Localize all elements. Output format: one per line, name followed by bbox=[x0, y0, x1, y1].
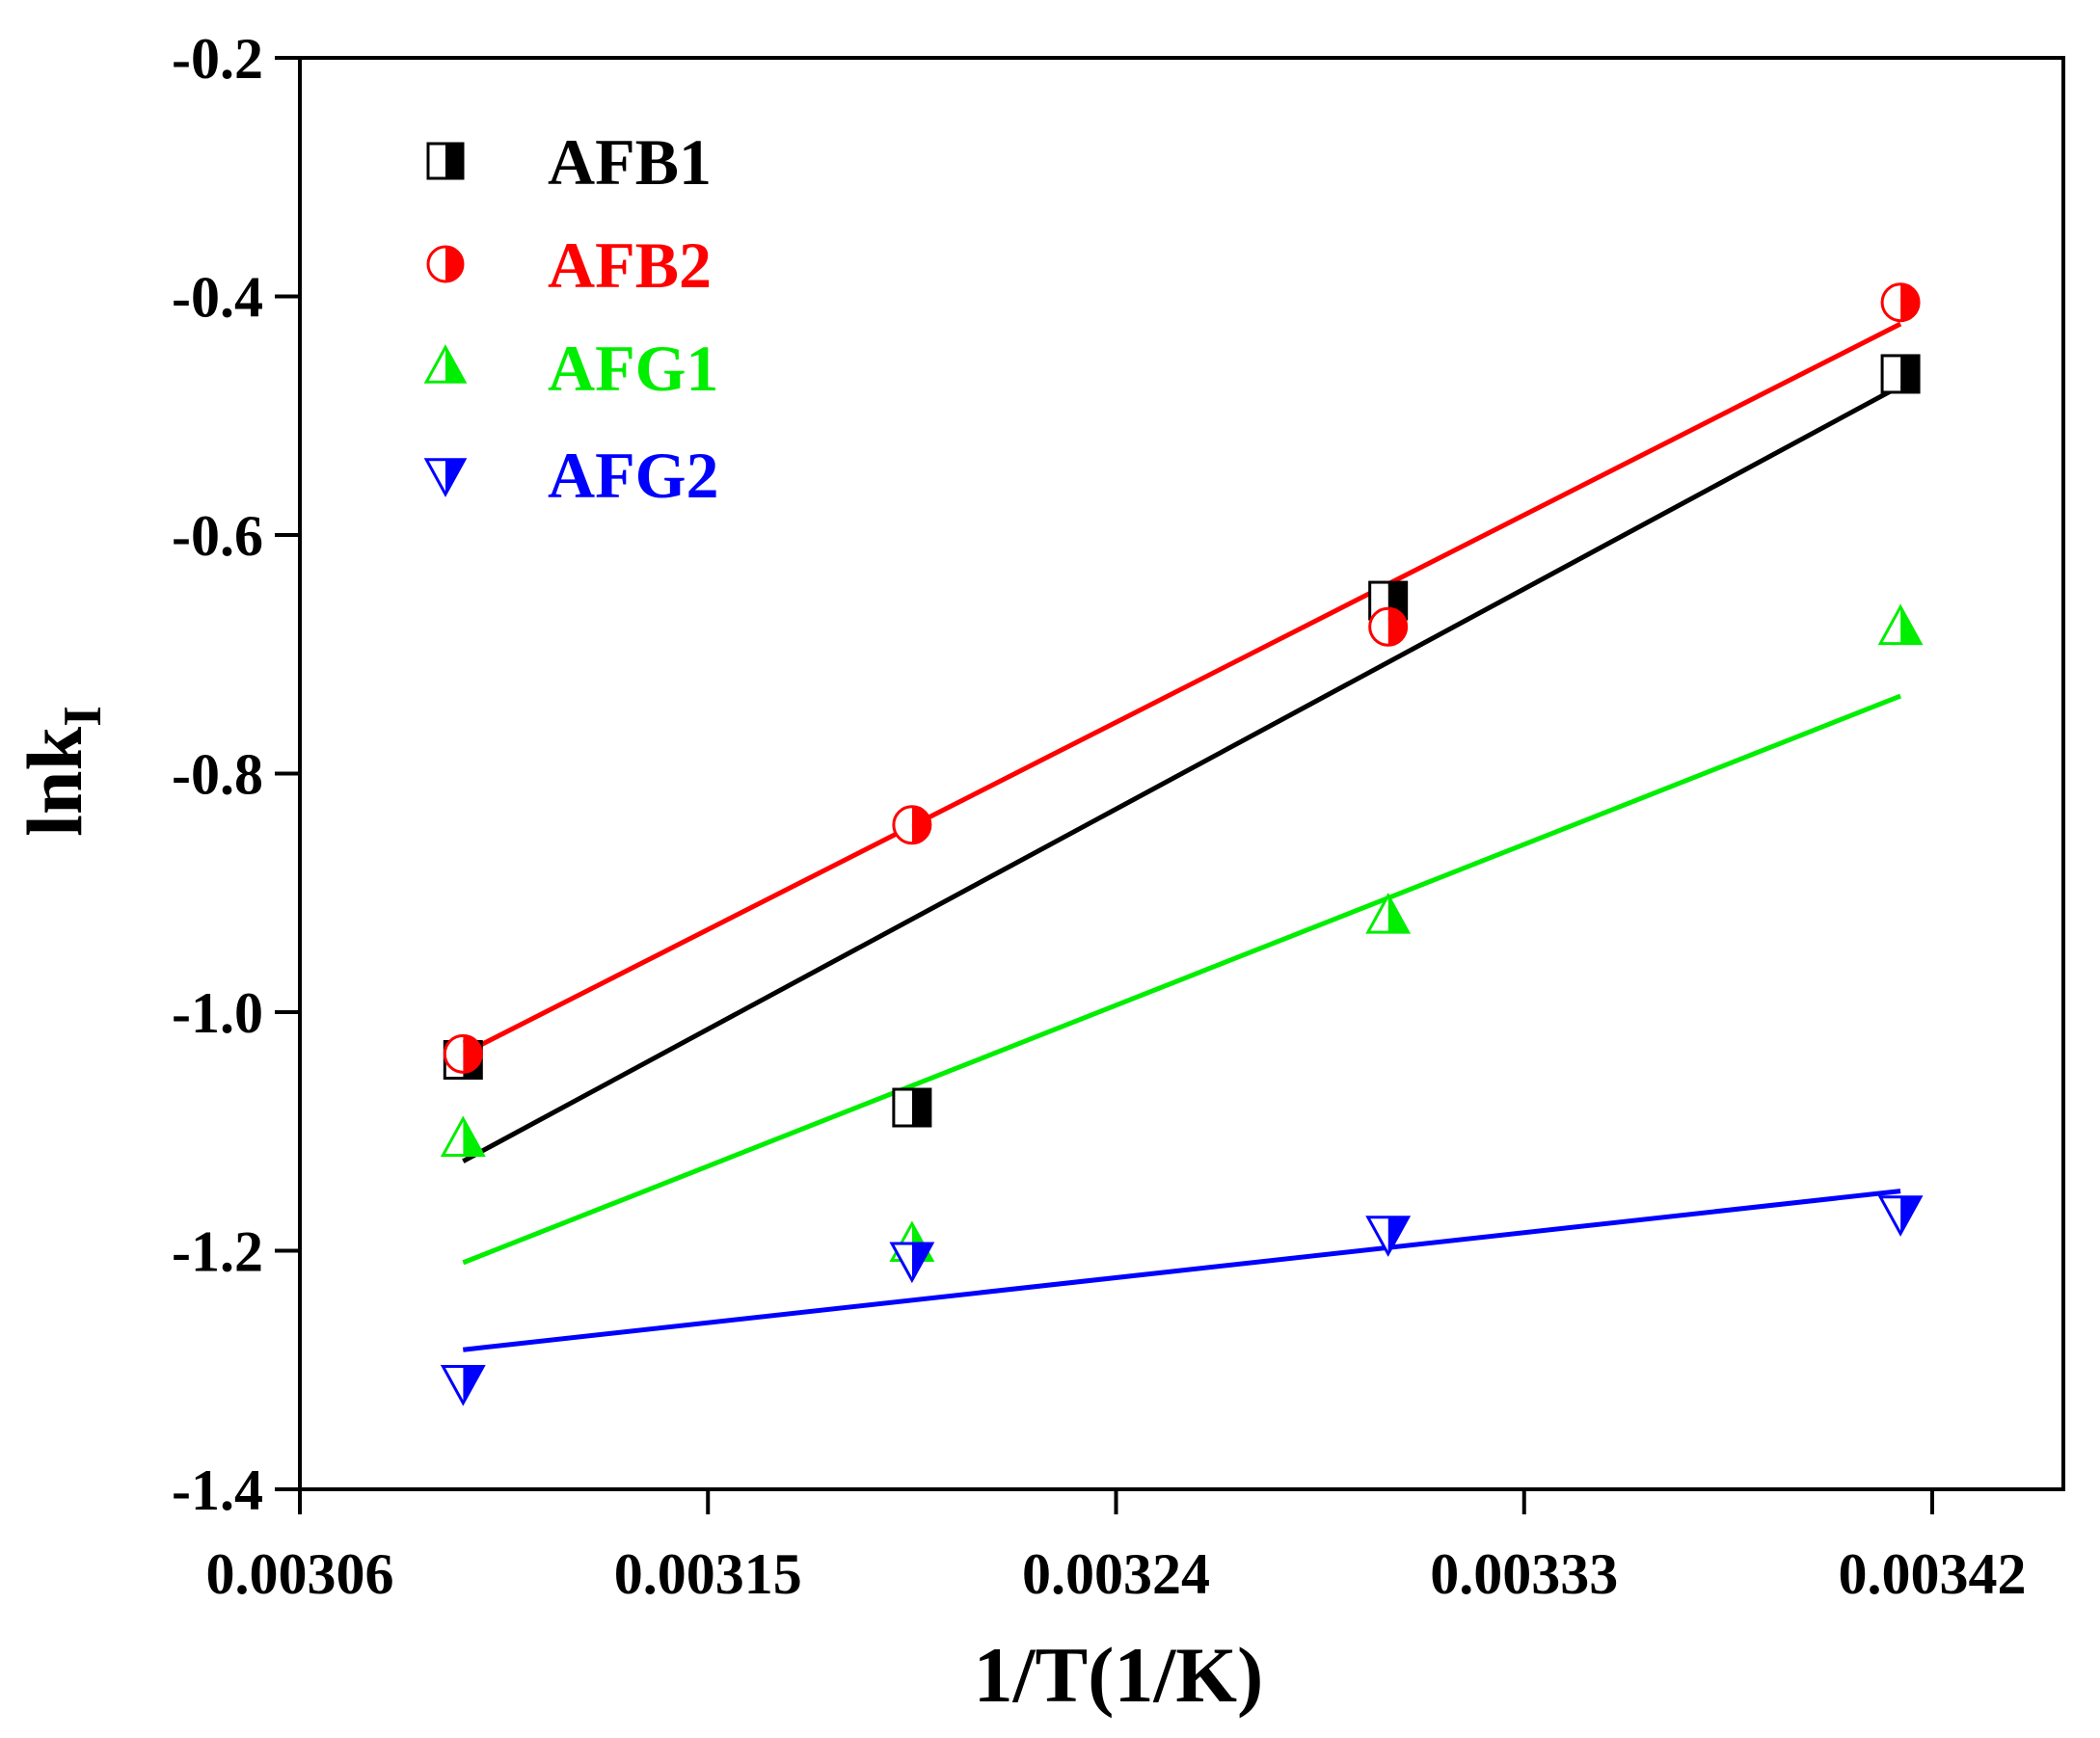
y-tick-label: -0.4 bbox=[172, 266, 263, 330]
point-afg2 bbox=[889, 1242, 935, 1284]
point-afb1 bbox=[1880, 354, 1921, 394]
legend-label: AFG2 bbox=[548, 439, 719, 512]
x-tick-label: 0.00342 bbox=[1839, 1542, 2027, 1606]
legend-label: AFG1 bbox=[548, 332, 719, 405]
point-afb2 bbox=[892, 805, 932, 845]
fit-line-afb1 bbox=[462, 384, 1902, 1163]
point-afg1 bbox=[1365, 893, 1412, 934]
point-afb2 bbox=[1368, 606, 1409, 647]
y-axis-title: lnkI bbox=[11, 706, 113, 837]
point-afg1 bbox=[440, 1115, 486, 1158]
legend-marker bbox=[426, 245, 465, 283]
y-axis-ticks: -1.4 -1.2 -1.0 -0.8 -0.6 -0.4 -0.2 bbox=[172, 27, 300, 1522]
legend-marker bbox=[423, 458, 468, 497]
y-axis-title-main: lnk bbox=[11, 727, 98, 837]
point-afg2 bbox=[440, 1364, 486, 1406]
legend-label: AFB2 bbox=[548, 228, 712, 302]
y-tick-label: -0.6 bbox=[172, 504, 263, 568]
x-tick-label: 0.00315 bbox=[614, 1542, 802, 1606]
legend-marker bbox=[426, 142, 465, 180]
data-points bbox=[440, 282, 1924, 1406]
y-tick-label: -1.2 bbox=[172, 1220, 263, 1284]
point-afb1 bbox=[892, 1087, 932, 1128]
legend-item-afg1: AFG1 bbox=[423, 332, 719, 405]
legend-item-afb1: AFB1 bbox=[426, 125, 712, 199]
point-afb2 bbox=[1880, 282, 1921, 323]
point-afg2 bbox=[1877, 1195, 1924, 1237]
point-afb1 bbox=[1368, 580, 1409, 621]
legend-item-afb2: AFB2 bbox=[426, 228, 712, 302]
fit-line-afb2 bbox=[462, 321, 1902, 1056]
point-afg2 bbox=[1365, 1216, 1412, 1257]
legend: AFB1 AFB2 AFG1 AFG2 bbox=[423, 125, 719, 512]
fit-lines bbox=[462, 321, 1902, 1352]
x-tick-label: 0.00333 bbox=[1430, 1542, 1618, 1606]
point-afb2 bbox=[443, 1033, 483, 1074]
svg-text:lnkI: lnkI bbox=[11, 706, 113, 837]
y-tick-label: -0.8 bbox=[172, 743, 263, 807]
x-axis-title: 1/T(1/K) bbox=[974, 1631, 1264, 1719]
y-tick-label: -1.0 bbox=[172, 981, 263, 1045]
fit-line-afg1 bbox=[462, 693, 1901, 1266]
legend-label: AFB1 bbox=[548, 125, 712, 199]
y-tick-label: -0.2 bbox=[172, 27, 263, 91]
x-tick-label: 0.00324 bbox=[1022, 1542, 1210, 1606]
y-axis-title-subscript: I bbox=[53, 706, 113, 727]
legend-marker bbox=[423, 344, 468, 384]
point-afg1 bbox=[1877, 603, 1924, 646]
x-axis-ticks: 0.00306 0.00315 0.00324 0.00333 0.00342 bbox=[206, 1489, 2027, 1606]
y-tick-label: -1.4 bbox=[172, 1458, 263, 1522]
legend-item-afg2: AFG2 bbox=[423, 439, 719, 512]
fit-line-afg2 bbox=[463, 1189, 1901, 1352]
x-tick-label: 0.00306 bbox=[206, 1542, 394, 1606]
